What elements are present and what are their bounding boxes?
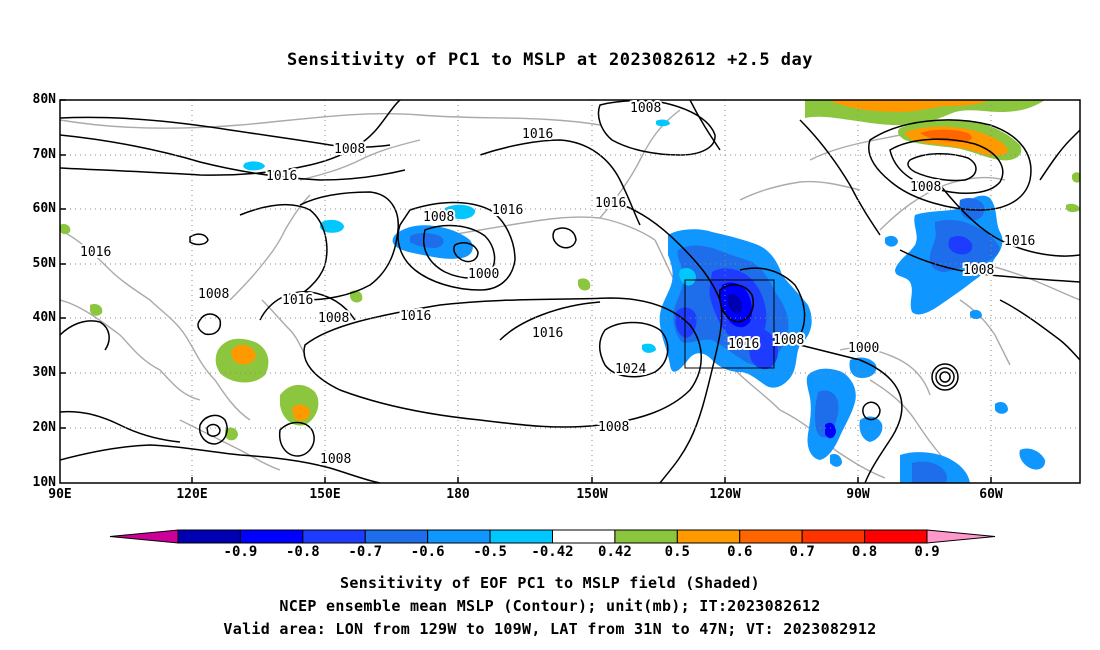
contour-label: 1008 xyxy=(598,420,629,435)
lon-label-180: 180 xyxy=(446,487,470,502)
contour-label: 1008 xyxy=(334,142,365,157)
caption-line-2: NCEP ensemble mean MSLP (Contour); unit(… xyxy=(279,597,821,615)
lon-label-120e: 120E xyxy=(176,487,208,502)
colorbar-swatch xyxy=(302,529,366,544)
colorbar-swatch xyxy=(676,529,741,544)
colorbar-swatch xyxy=(427,529,491,544)
contour-label: 1016 xyxy=(522,127,553,142)
contour-label: 1016 xyxy=(282,293,313,308)
colorbar-tick-label: -0.6 xyxy=(410,544,445,560)
contour-label: 1016 xyxy=(492,203,523,218)
colorbar-tick-label: 0.5 xyxy=(664,544,690,560)
colorbar-swatch xyxy=(177,529,241,544)
caption-line-1: Sensitivity of EOF PC1 to MSLP field (Sh… xyxy=(340,574,760,592)
contour-label: 1016 xyxy=(532,326,563,341)
contour-label: 1008 xyxy=(910,180,941,195)
contour-label: 1008 xyxy=(198,287,229,302)
contour-label: 1016 xyxy=(266,169,297,184)
contour-label: 1016 xyxy=(1004,234,1035,249)
colorbar-swatch xyxy=(614,529,678,544)
contour-label: 1008 xyxy=(320,452,351,467)
contour-label: 1008 xyxy=(318,311,349,326)
contour-label: 1024 xyxy=(615,362,646,377)
contour-label: 1000 xyxy=(468,267,499,282)
caption-line-3: Valid area: LON from 129W to 109W, LAT f… xyxy=(223,620,877,638)
mslp-contours xyxy=(60,100,1080,483)
lat-label-20n: 20N xyxy=(32,420,56,435)
contour-label: 1016 xyxy=(400,309,431,324)
colorbar-tick-label: -0.7 xyxy=(348,544,383,560)
colorbar-swatch xyxy=(489,529,554,544)
contour-label: 1008 xyxy=(963,263,994,278)
lon-label-60w: 60W xyxy=(979,487,1003,502)
plot-frame xyxy=(59,99,1081,484)
colorbar-swatch xyxy=(739,529,803,544)
contour-label: 1016 xyxy=(728,337,759,352)
lat-label-80n: 80N xyxy=(32,92,56,107)
colorbar xyxy=(109,529,996,544)
colorbar-tick-label: 0.6 xyxy=(727,544,753,560)
lon-label-90e: 90E xyxy=(48,487,72,502)
colorbar-tick-label: -0.8 xyxy=(285,544,320,560)
lat-label-60n: 60N xyxy=(32,201,56,216)
colorbar-tick-label: -0.9 xyxy=(223,544,258,560)
plot-area xyxy=(60,100,1080,483)
colorbar-tick-label: 0.8 xyxy=(851,544,878,560)
colorbar-tick-label: 0.42 xyxy=(598,544,632,560)
contour-labels: 1008 1016 1016 1008 1016 1000 1008 1016 … xyxy=(78,99,1037,469)
colorbar-tick-label: 0.9 xyxy=(914,544,940,560)
lat-label-70n: 70N xyxy=(32,147,56,162)
contour-label: 1008 xyxy=(423,210,454,225)
lat-label-50n: 50N xyxy=(32,256,56,271)
colorbar-tick-label: -0.5 xyxy=(473,544,507,560)
colorbar-right-arrow xyxy=(926,529,996,544)
colorbar-swatch xyxy=(801,529,866,544)
colorbar-swatch xyxy=(239,529,304,544)
lon-label-150w: 150W xyxy=(576,487,608,502)
valid-area-box xyxy=(684,279,775,369)
colorbar-swatch xyxy=(864,529,928,544)
tick-marks xyxy=(60,99,992,483)
contour-label: 1000 xyxy=(848,341,879,356)
sensitivity-shading xyxy=(60,100,1080,483)
lon-label-120w: 120W xyxy=(709,487,741,502)
contour-label: 1008 xyxy=(630,101,661,116)
lon-label-150e: 150E xyxy=(309,487,341,502)
colorbar-tick-label: -0.42 xyxy=(531,544,574,560)
lat-label-30n: 30N xyxy=(32,365,56,380)
chart-title: Sensitivity of PC1 to MSLP at 2023082612… xyxy=(286,50,813,70)
lon-label-90w: 90W xyxy=(846,487,870,502)
contour-label: 1008 xyxy=(773,333,804,348)
graticule xyxy=(60,100,1080,483)
colorbar-swatch xyxy=(364,529,429,544)
colorbar-swatch xyxy=(552,529,616,544)
lat-label-40n: 40N xyxy=(32,310,56,325)
lat-label-10n: 10N xyxy=(32,475,56,490)
contour-label: 1016 xyxy=(80,245,111,260)
colorbar-tick-label: 0.7 xyxy=(789,544,815,560)
colorbar-left-arrow xyxy=(109,529,179,544)
contour-label: 1016 xyxy=(595,196,626,211)
